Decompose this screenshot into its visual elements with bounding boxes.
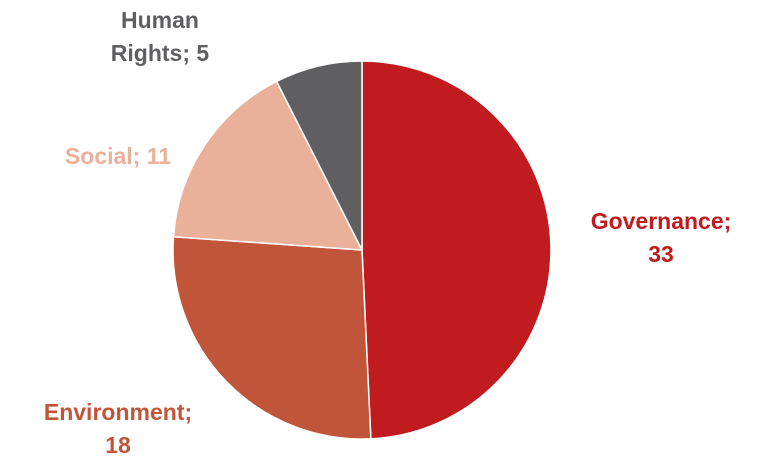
pie-slice-governance (361, 60, 552, 440)
pie-slice-environment (172, 235, 372, 440)
pie-slice-human-rights (275, 60, 363, 251)
data-label-governance: Governance; 33 (556, 205, 761, 272)
data-label-social-text: Social; 11 (64, 143, 172, 169)
data-label-human-rights-line2: Rights; 5 (110, 40, 210, 67)
pie-slices (172, 60, 552, 440)
data-label-environment-name: Environment; (43, 399, 193, 425)
data-label-governance-name: Governance; (590, 208, 732, 234)
data-label-human-rights-line1: Human (121, 7, 199, 33)
data-label-environment: Environment; 18 (0, 396, 236, 463)
pie-slice-social (172, 80, 363, 251)
data-label-environment-value: 18 (105, 432, 131, 459)
data-label-governance-value: 33 (648, 241, 674, 268)
data-label-social: Social; 11 (38, 140, 198, 173)
data-label-human-rights: Human Rights; 5 (76, 4, 244, 71)
